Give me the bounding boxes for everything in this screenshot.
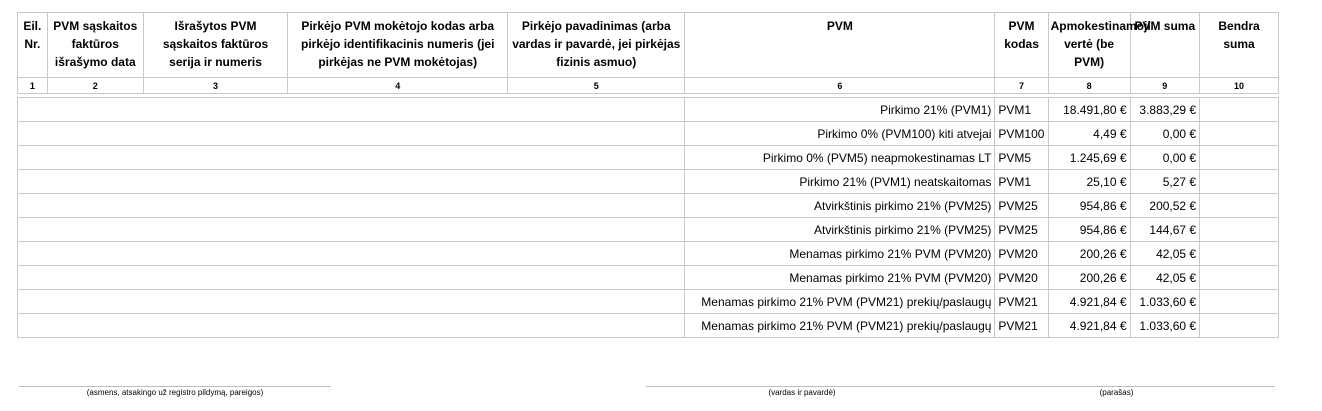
vat-amount-cell: 200,52 € [1129,193,1201,218]
taxable-value-cell: 4.921,84 € [1047,289,1131,314]
taxable-value-cell: 25,10 € [1047,169,1131,194]
table-row: Pirkimo 21% (PVM1) PVM1 18.491,80 €3.883,2… [16,97,1279,122]
empty-cell [16,121,686,146]
column-number: 8 [1047,77,1131,94]
empty-cell [16,97,686,122]
vat-amount-cell: 42,05 € [1129,241,1201,266]
column-number: 4 [287,77,509,94]
vat-amount-cell: 42,05 € [1129,265,1201,290]
header-cell: PVM sąskaitos faktūros išrašymo data [46,12,144,78]
pvm-type-cell: Menamas pirkimo 21% PVM (PVM20) [684,241,996,266]
vat-amount-cell: 3.883,29 € [1129,97,1201,122]
pvm-code-cell: PVM25 [994,217,1049,242]
table-row: Menamas pirkimo 21% PVM (PVM20) PVM20 200,… [16,241,1279,266]
signature-name-label: (vardas ir pavardė) [646,386,958,397]
pvm-code-cell: PVM25 [994,193,1049,218]
vat-amount-cell: 144,67 € [1129,217,1201,242]
total-amount-cell [1199,241,1279,266]
pvm-code-cell: PVM100 [994,121,1049,146]
pvm-code-cell: PVM20 [994,241,1049,266]
empty-cell [16,265,686,290]
table-row: Pirkimo 0% (PVM5) neapmokestinamas LT PVM… [16,145,1279,170]
column-number: 2 [46,77,144,94]
total-amount-cell [1199,265,1279,290]
header-cell: Pirkėjo pavadinimas (arba vardas ir pava… [507,12,686,78]
total-amount-cell [1199,289,1279,314]
table-row: Menamas pirkimo 21% PVM (PVM21) prekių/p… [16,313,1279,338]
column-number: 1 [17,77,48,94]
column-number: 9 [1129,77,1201,94]
total-amount-cell [1199,169,1279,194]
total-amount-cell [1199,121,1279,146]
vat-register-table: Eil. Nr. PVM sąskaitos faktūros išrašymo… [16,12,1279,338]
empty-cell [16,193,686,218]
vat-amount-cell: 1.033,60 € [1129,313,1201,338]
taxable-value-cell: 4.921,84 € [1047,313,1131,338]
taxable-value-cell: 200,26 € [1047,241,1131,266]
pvm-code-cell: PVM21 [994,289,1049,314]
pvm-type-cell: Pirkimo 21% (PVM1) neatskaitomas [684,169,996,194]
pvm-type-cell: Menamas pirkimo 21% PVM (PVM20) [684,265,996,290]
pvm-code-cell: PVM21 [994,313,1049,338]
pvm-type-cell: Atvirkštinis pirkimo 21% (PVM25) [684,193,996,218]
table-row: Menamas pirkimo 21% PVM (PVM20) PVM20 200,… [16,265,1279,290]
column-number: 5 [507,77,686,94]
header-cell: Išrašytos PVM sąskaitos faktūros serija … [142,12,289,78]
taxable-value-cell: 18.491,80 € [1047,97,1131,122]
taxable-value-cell: 954,86 € [1047,193,1131,218]
empty-cell [16,217,686,242]
vat-amount-cell: 0,00 € [1129,121,1201,146]
vat-amount-cell: 5,27 € [1129,169,1201,194]
empty-cell [16,169,686,194]
pvm-type-cell: Menamas pirkimo 21% PVM (PVM21) prekių/p… [684,313,996,338]
column-number: 7 [994,77,1049,94]
vat-amount-cell: 1.033,60 € [1129,289,1201,314]
taxable-value-cell: 1.245,69 € [1047,145,1131,170]
pvm-code-cell: PVM5 [994,145,1049,170]
total-amount-cell [1199,217,1279,242]
taxable-value-cell: 200,26 € [1047,265,1131,290]
header-cell: PVM suma [1129,12,1201,78]
pvm-type-cell: Menamas pirkimo 21% PVM (PVM21) prekių/p… [684,289,996,314]
header-row: Eil. Nr. PVM sąskaitos faktūros išrašymo… [17,12,1279,78]
pvm-type-cell: Atvirkštinis pirkimo 21% (PVM25) [684,217,996,242]
header-cell: Pirkėjo PVM mokėtojo kodas arba pirkėjo … [287,12,509,78]
header-cell: PVM [684,12,996,78]
column-number: 10 [1199,77,1279,94]
total-amount-cell [1199,193,1279,218]
empty-cell [16,313,686,338]
total-amount-cell [1199,145,1279,170]
column-number: 3 [142,77,289,94]
vat-amount-cell: 0,00 € [1129,145,1201,170]
signature-sign-label: (parašas) [958,386,1275,397]
total-amount-cell [1199,313,1279,338]
table-row: Pirkimo 21% (PVM1) neatskaitomas PVM1 25,1… [16,169,1279,194]
empty-cell [16,241,686,266]
column-number: 6 [684,77,996,94]
table-row: Menamas pirkimo 21% PVM (PVM21) prekių/p… [16,289,1279,314]
pvm-type-cell: Pirkimo 0% (PVM5) neapmokestinamas LT [684,145,996,170]
taxable-value-cell: 954,86 € [1047,217,1131,242]
header-cell: Bendra suma [1199,12,1279,78]
pvm-type-cell: Pirkimo 21% (PVM1) [684,97,996,122]
table-body: Pirkimo 21% (PVM1) PVM1 18.491,80 €3.883,2… [16,97,1279,338]
table-row: Atvirkštinis pirkimo 21% (PVM25) PVM25 954… [16,217,1279,242]
pvm-type-cell: Pirkimo 0% (PVM100) kiti atvejai [684,121,996,146]
taxable-value-cell: 4,49 € [1047,121,1131,146]
table-row: Pirkimo 0% (PVM100) kiti atvejai PVM100 4,… [16,121,1279,146]
empty-cell [16,289,686,314]
column-number-row: 1 2 3 4 5 6 7 8 9 10 [17,77,1279,94]
total-amount-cell [1199,97,1279,122]
header-cell: Apmokestinamoji vertė (be PVM) [1047,12,1151,78]
pvm-code-cell: PVM20 [994,265,1049,290]
empty-cell [16,145,686,170]
pvm-code-cell: PVM1 [994,97,1049,122]
header-cell: Eil. Nr. [17,12,48,78]
table-row: Atvirkštinis pirkimo 21% (PVM25) PVM25 954… [16,193,1279,218]
pvm-code-cell: PVM1 [994,169,1049,194]
signature-position-label: (asmens, atsakingo už registro pildymą, … [19,386,331,397]
header-cell: PVM kodas [994,12,1049,78]
